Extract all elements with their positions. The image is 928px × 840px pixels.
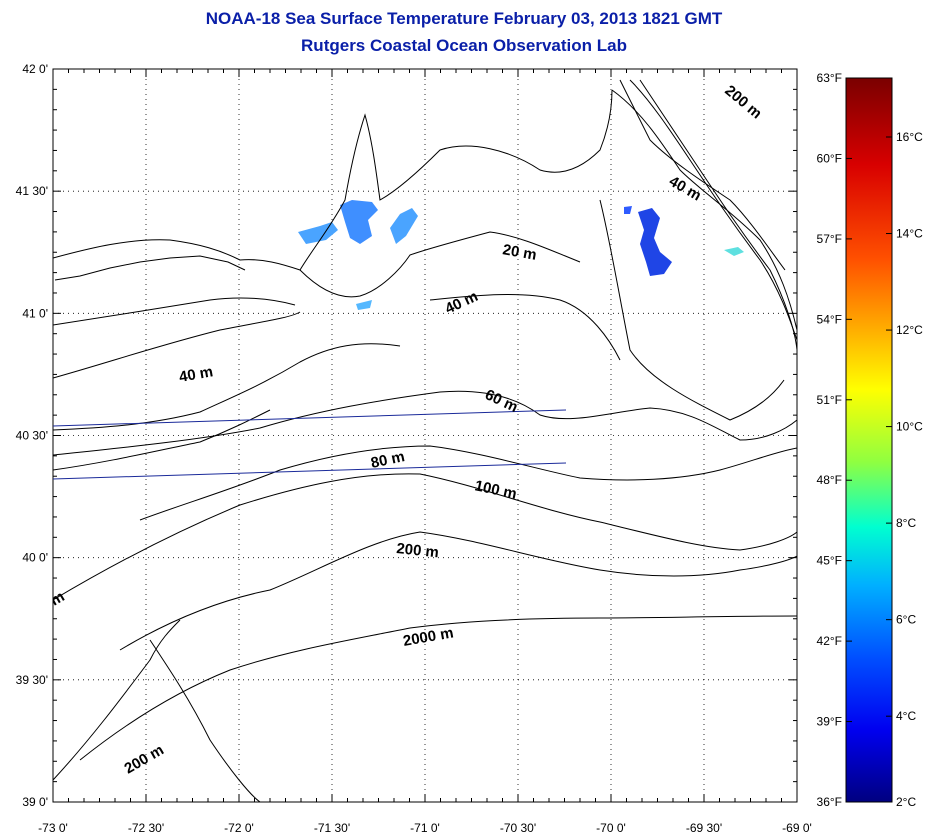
lon-label: -72 0' — [224, 821, 254, 835]
sst-patch-7 — [724, 247, 744, 256]
sst-patch-5 — [624, 206, 632, 214]
contour-label-200m-center: 200 m — [396, 540, 440, 561]
colorbar-f-label: 51°F — [817, 393, 842, 407]
lat-label: 42 0' — [22, 62, 48, 76]
lon-label: -72 30' — [128, 821, 164, 835]
lon-label: -70 30' — [500, 821, 536, 835]
axis-ticks — [52, 68, 798, 803]
contour-label-40m-west: 40 m — [178, 363, 215, 386]
colorbar-celsius-labels: 16°C 14°C 12°C 10°C 8°C 6°C 4°C 2°C — [896, 130, 923, 809]
colorbar-c-label: 6°C — [896, 613, 916, 627]
colorbar-f-label: 54°F — [817, 312, 842, 326]
map-title: NOAA-18 Sea Surface Temperature February… — [205, 9, 723, 28]
colorbar — [845, 77, 893, 803]
contour-label-80m: 80 m — [369, 448, 406, 472]
colorbar-c-label: 10°C — [896, 420, 923, 434]
lon-label: -69 0' — [782, 821, 812, 835]
lon-label: -70 0' — [596, 821, 626, 835]
colorbar-f-label: 45°F — [817, 554, 842, 568]
lat-label: 40 0' — [22, 551, 48, 565]
lat-label: 39 0' — [22, 795, 48, 809]
sst-patch-2 — [340, 200, 378, 244]
lon-label: -73 0' — [38, 821, 68, 835]
colorbar-fahrenheit-labels: 63°F 60°F 57°F 54°F 51°F 48°F 45°F 42°F 39°F 36°F — [817, 71, 842, 809]
colorbar-f-label: 48°F — [817, 473, 842, 487]
colorbar-ticks — [846, 77, 892, 803]
sst-patch-4 — [356, 300, 372, 310]
coastline — [53, 89, 797, 471]
lon-label: -71 0' — [410, 821, 440, 835]
lat-label: 39 30' — [16, 673, 48, 687]
lat-label: 41 30' — [16, 184, 48, 198]
contour-label-20m: 20 m — [501, 241, 538, 264]
colorbar-c-label: 8°C — [896, 516, 916, 530]
colorbar-c-label: 2°C — [896, 795, 916, 809]
colorbar-f-label: 63°F — [817, 71, 842, 85]
sst-patch-3 — [390, 208, 418, 244]
bathymetry-contours — [53, 79, 797, 802]
lon-label: -71 30' — [314, 821, 350, 835]
colorbar-c-label: 16°C — [896, 130, 923, 144]
colorbar-f-label: 39°F — [817, 715, 842, 729]
lat-label: 40 30' — [16, 429, 48, 443]
colorbar-f-label: 36°F — [817, 795, 842, 809]
colorbar-f-label: 42°F — [817, 634, 842, 648]
colorbar-f-label: 57°F — [817, 232, 842, 246]
swath-lines — [53, 409, 567, 480]
latitude-labels: 42 0' 41 30' 41 0' 40 30' 40 0' 39 30' 39 0' — [16, 62, 48, 809]
colorbar-c-label: 12°C — [896, 323, 923, 337]
colorbar-c-label: 14°C — [896, 227, 923, 241]
colorbar-f-label: 60°F — [817, 151, 842, 165]
map-subtitle: Rutgers Coastal Ocean Observation Lab — [301, 36, 627, 55]
colorbar-c-label: 4°C — [896, 709, 916, 723]
graticule — [53, 69, 797, 802]
longitude-labels: -73 0' -72 30' -72 0' -71 30' -71 0' -70 30' -… — [38, 821, 812, 835]
lon-label: -69 30' — [686, 821, 722, 835]
sst-patch-6 — [638, 208, 672, 276]
lat-label: 41 0' — [22, 306, 48, 320]
